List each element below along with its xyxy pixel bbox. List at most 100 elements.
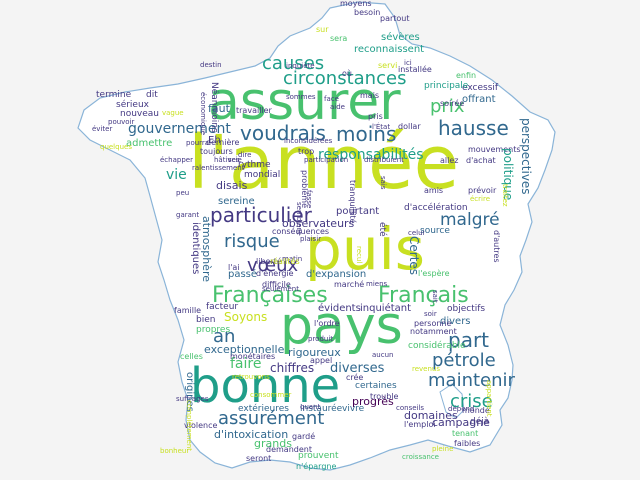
cloud-word: assurer	[208, 72, 401, 132]
cloud-word: exceptionnelle	[204, 343, 285, 356]
cloud-word: vie	[166, 167, 187, 183]
cloud-word: d'énergie	[256, 269, 294, 278]
cloud-word: marché	[334, 280, 365, 289]
cloud-word: d'expansion	[306, 269, 367, 280]
cloud-word: hâtives	[214, 156, 240, 164]
cloud-word: propres	[196, 325, 231, 335]
cloud-word: inquiète	[286, 62, 315, 70]
cloud-word: d'intoxication	[214, 428, 289, 441]
france-outline	[77, 1, 556, 471]
cloud-word: maintenir	[428, 370, 515, 391]
cloud-word: crise	[450, 391, 493, 412]
cloud-word: dire	[238, 151, 252, 159]
cloud-word: bonne	[190, 358, 341, 414]
cloud-word: économique	[199, 92, 207, 136]
cloud-word: considérable	[408, 341, 466, 351]
cloud-word: source	[420, 226, 450, 236]
cloud-word: nouveau	[120, 109, 159, 119]
cloud-word: malgré	[440, 210, 500, 230]
cloud-word: hausse	[438, 116, 509, 140]
cloud-word: besoin	[354, 8, 381, 17]
cloud-word: scie	[228, 156, 242, 164]
cloud-word: allez	[440, 156, 459, 165]
cloud-word: famille	[174, 306, 202, 315]
cloud-word: tenant	[452, 429, 479, 438]
cloud-word: distribuient	[364, 156, 404, 164]
cloud-word: évidents	[318, 303, 361, 314]
cloud-word: passé	[228, 269, 258, 280]
cloud-word: voudrais	[240, 121, 326, 145]
cloud-word: Français	[378, 283, 469, 308]
cloud-word: où	[342, 69, 352, 78]
cloud-word: d'achat	[466, 156, 496, 165]
cloud-word: conséquences	[272, 227, 330, 236]
cloud-word: dépend	[448, 405, 475, 413]
cloud-word: pouvoir	[108, 118, 135, 126]
cloud-word: mondial	[244, 170, 281, 180]
cloud-word: été	[377, 222, 387, 237]
cloud-word: traitez	[501, 184, 509, 207]
cloud-word: part	[448, 328, 490, 352]
cloud-word: chiffres	[270, 361, 315, 375]
cloud-word: participation	[304, 156, 349, 164]
cloud-word: responsabilités	[318, 147, 424, 163]
cloud-word: pleine	[432, 445, 454, 453]
cloud-word: réalités	[270, 257, 300, 266]
cloud-word: sur	[316, 25, 329, 34]
cloud-word: an	[213, 326, 236, 347]
cloud-word: d'accélération	[404, 203, 468, 213]
cloud-word: monde	[462, 406, 490, 415]
cloud-word: l'emploi	[404, 420, 436, 429]
cloud-word: rigoureux	[288, 346, 341, 359]
cloud-word: n'épargne	[296, 462, 337, 471]
cloud-word: seront	[246, 454, 272, 463]
corsica-island	[439, 383, 465, 419]
cloud-word: Néanmoins	[209, 82, 219, 133]
cloud-word: mouvements	[468, 145, 521, 154]
cloud-word: amis	[424, 186, 444, 195]
cloud-word: gouvernement	[128, 121, 231, 137]
cloud-word: sait	[431, 290, 439, 303]
cloud-word: prouvent	[298, 451, 339, 461]
cloud-word: sais	[379, 176, 387, 190]
cloud-word: diverses	[330, 361, 385, 376]
cloud-word: observateurs	[282, 217, 355, 230]
cloud-word: ici	[404, 59, 412, 67]
cloud-word: rythme	[238, 160, 271, 170]
cloud-word: facteur	[206, 302, 239, 312]
cloud-word: prévoir	[468, 186, 497, 195]
cloud-word: perspectives	[519, 118, 533, 195]
cloud-word: atmosphère	[200, 216, 213, 282]
cloud-word: ralentissement	[192, 164, 245, 172]
cloud-word: vague	[162, 109, 184, 117]
cloud-word: appel	[310, 356, 333, 365]
cloud-word: échapper	[160, 156, 193, 164]
cloud-word: miens	[366, 280, 388, 288]
cloud-word: travailler	[236, 106, 272, 115]
cloud-word: soirée	[440, 99, 465, 108]
cloud-word: pris	[368, 112, 383, 121]
cloud-word: plaisir	[300, 235, 322, 243]
cloud-word: Eh	[208, 135, 221, 146]
cloud-word: l'année	[188, 120, 460, 206]
cloud-word: Françaises	[212, 283, 328, 308]
cloud-word: extérieures	[238, 404, 289, 414]
cloud-word: enfin	[456, 71, 477, 80]
cloud-word: faibles	[454, 439, 481, 448]
cloud-word: divers	[440, 316, 471, 327]
cloud-word: face	[324, 95, 339, 103]
cloud-word: trop	[298, 147, 315, 156]
cloud-word: sévères	[381, 32, 420, 43]
cloud-word: circonstances	[283, 68, 407, 89]
cloud-word: sommes	[286, 93, 316, 101]
cloud-word: grands	[254, 437, 292, 450]
cloud-word: sereine	[218, 196, 255, 207]
cloud-word: l'espère	[418, 269, 450, 278]
cloud-word: gardé	[292, 432, 316, 441]
cloud-word: appartient	[485, 380, 493, 417]
cloud-word: partout	[380, 14, 410, 23]
cloud-word: excessif	[462, 83, 499, 93]
cloud-word: l'État	[372, 123, 391, 131]
cloud-word: croissance	[402, 453, 439, 461]
